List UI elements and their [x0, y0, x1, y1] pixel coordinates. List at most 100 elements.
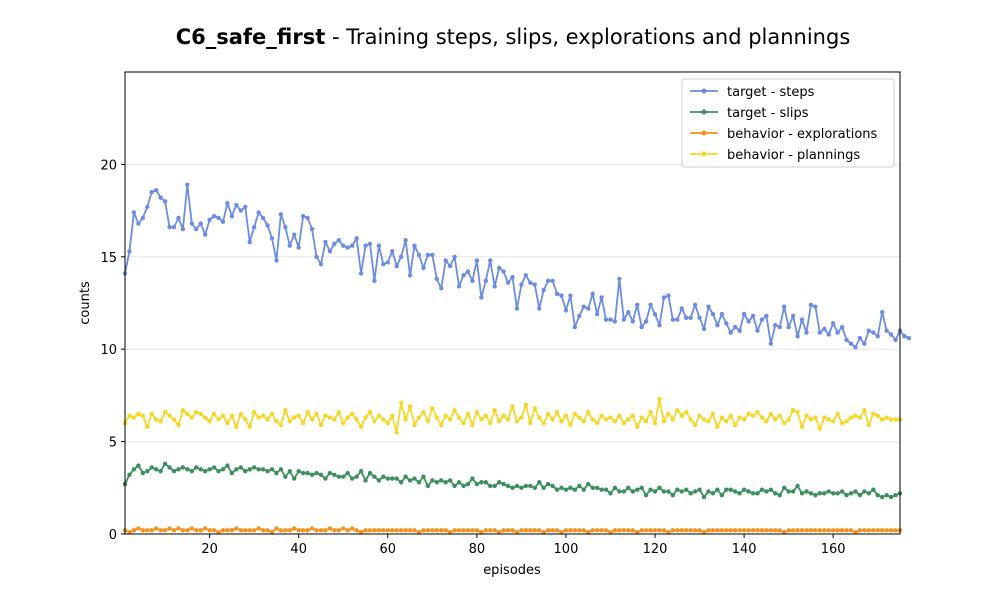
- data-point: [234, 424, 239, 430]
- data-point: [884, 492, 889, 498]
- data-point: [283, 407, 288, 413]
- data-point: [750, 491, 756, 496]
- data-point: [202, 468, 208, 474]
- data-point: [153, 526, 159, 531]
- data-point: [269, 529, 275, 535]
- data-point: [871, 330, 876, 335]
- data-point: [385, 420, 390, 426]
- data-point: [871, 411, 876, 417]
- data-point: [127, 413, 132, 418]
- data-point: [581, 487, 586, 492]
- data-point: [866, 422, 872, 428]
- data-point: [643, 419, 649, 424]
- data-point: [586, 481, 591, 487]
- data-point: [884, 415, 889, 420]
- data-point: [790, 489, 796, 494]
- data-point: [830, 419, 836, 424]
- data-point: [416, 480, 422, 485]
- data-point: [657, 322, 662, 328]
- data-point: [706, 304, 711, 309]
- data-point: [710, 528, 716, 533]
- data-point: [893, 337, 898, 343]
- data-point: [336, 528, 341, 533]
- data-point: [274, 470, 279, 476]
- data-point: [198, 528, 203, 533]
- data-point: [274, 258, 279, 263]
- data-point: [777, 528, 782, 533]
- data-point: [238, 528, 243, 533]
- data-point: [131, 210, 137, 215]
- data-point: [363, 528, 368, 533]
- data-point: [180, 407, 186, 413]
- data-point: [434, 276, 439, 282]
- data-point: [875, 334, 880, 339]
- data-point: [554, 409, 560, 415]
- data-point: [643, 319, 649, 324]
- data-point: [158, 528, 163, 533]
- data-point: [537, 306, 542, 311]
- data-point: [519, 485, 524, 490]
- data-point: [759, 487, 765, 492]
- legend-label: target - steps: [727, 85, 815, 100]
- data-point: [385, 528, 390, 533]
- data-point: [176, 422, 181, 428]
- data-point: [572, 324, 578, 330]
- data-point: [519, 415, 524, 420]
- data-point: [430, 252, 435, 258]
- data-point: [216, 215, 221, 221]
- data-point: [550, 483, 555, 489]
- data-point: [381, 261, 386, 267]
- data-point: [505, 528, 511, 533]
- data-point: [251, 465, 257, 470]
- data-point: [501, 269, 506, 274]
- data-point: [799, 317, 805, 322]
- data-point: [332, 528, 337, 533]
- data-point: [799, 424, 805, 430]
- data-point: [612, 319, 618, 324]
- data-point: [750, 413, 756, 418]
- data-point: [657, 528, 662, 533]
- data-point: [728, 413, 733, 418]
- data-point: [260, 413, 266, 418]
- data-point: [804, 528, 809, 533]
- data-point: [737, 528, 742, 533]
- data-point: [456, 480, 462, 485]
- data-point: [127, 249, 132, 254]
- data-point: [871, 487, 876, 492]
- data-point: [826, 489, 831, 494]
- data-point: [648, 302, 653, 308]
- data-point: [545, 278, 551, 284]
- data-point: [608, 415, 613, 420]
- data-point: [839, 528, 845, 533]
- data-point: [764, 313, 769, 319]
- data-point: [278, 422, 284, 428]
- data-point: [612, 419, 618, 424]
- data-point: [372, 278, 377, 284]
- legend-swatch-marker: [701, 151, 707, 157]
- data-point: [341, 243, 346, 248]
- data-point: [145, 528, 150, 533]
- data-point: [581, 304, 586, 309]
- data-point: [323, 476, 328, 481]
- data-point: [447, 263, 453, 269]
- data-point: [782, 485, 787, 490]
- data-point: [398, 480, 404, 485]
- data-point: [532, 406, 537, 411]
- data-point: [684, 409, 689, 415]
- data-point: [492, 284, 497, 289]
- data-point: [292, 476, 297, 481]
- data-point: [545, 528, 551, 533]
- data-point: [755, 328, 760, 333]
- data-point: [501, 481, 506, 487]
- data-point: [305, 470, 310, 476]
- data-point: [202, 526, 208, 531]
- data-point: [211, 213, 217, 219]
- data-point: [688, 528, 693, 533]
- data-point: [398, 400, 404, 405]
- data-point: [305, 528, 310, 533]
- data-point: [728, 528, 733, 533]
- data-point: [171, 225, 177, 230]
- data-point: [661, 528, 667, 533]
- data-point: [661, 419, 667, 424]
- y-tick-label-1: 5: [109, 436, 117, 451]
